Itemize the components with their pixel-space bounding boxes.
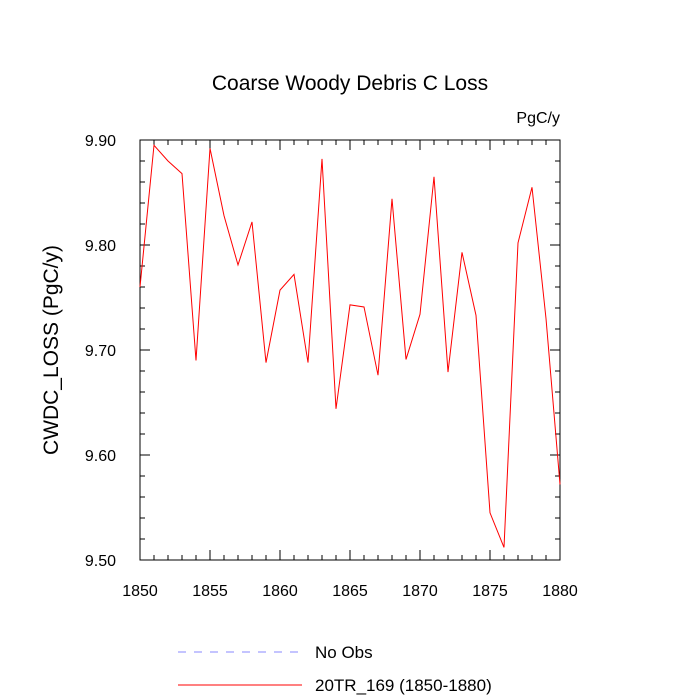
x-tick-label: 1855 — [192, 583, 228, 600]
series-lines — [139, 144, 561, 548]
y-tick-label: 9.60 — [85, 448, 116, 465]
x-tick-label: 1850 — [122, 583, 158, 600]
x-tick-label: 1870 — [402, 583, 438, 600]
x-tick-label: 1860 — [262, 583, 298, 600]
y-tick-label: 9.80 — [85, 238, 116, 255]
legend-label: 20TR_169 (1850-1880) — [315, 676, 492, 695]
chart-title: Coarse Woody Debris C Loss — [212, 72, 488, 95]
units-label: PgC/y — [516, 110, 560, 127]
legend: No Obs 20TR_169 (1850-1880) — [178, 643, 492, 695]
y-tick-label: 9.50 — [85, 553, 116, 570]
plot-frame — [139, 139, 561, 561]
y-axis-label: CWDC_LOSS (PgC/y) — [40, 245, 63, 455]
x-tick-label: 1865 — [332, 583, 368, 600]
y-tick-labels: 9.50 9.60 9.70 9.80 9.90 — [85, 133, 116, 570]
x-tick-labels: 1850 1855 1860 1865 1870 1875 1880 — [122, 583, 578, 600]
axis-ticks — [139, 139, 561, 561]
series-line — [139, 144, 561, 548]
x-tick-label: 1875 — [472, 583, 508, 600]
x-tick-label: 1880 — [542, 583, 578, 600]
y-tick-label: 9.70 — [85, 343, 116, 360]
legend-label: No Obs — [315, 643, 373, 662]
y-tick-label: 9.90 — [85, 133, 116, 150]
